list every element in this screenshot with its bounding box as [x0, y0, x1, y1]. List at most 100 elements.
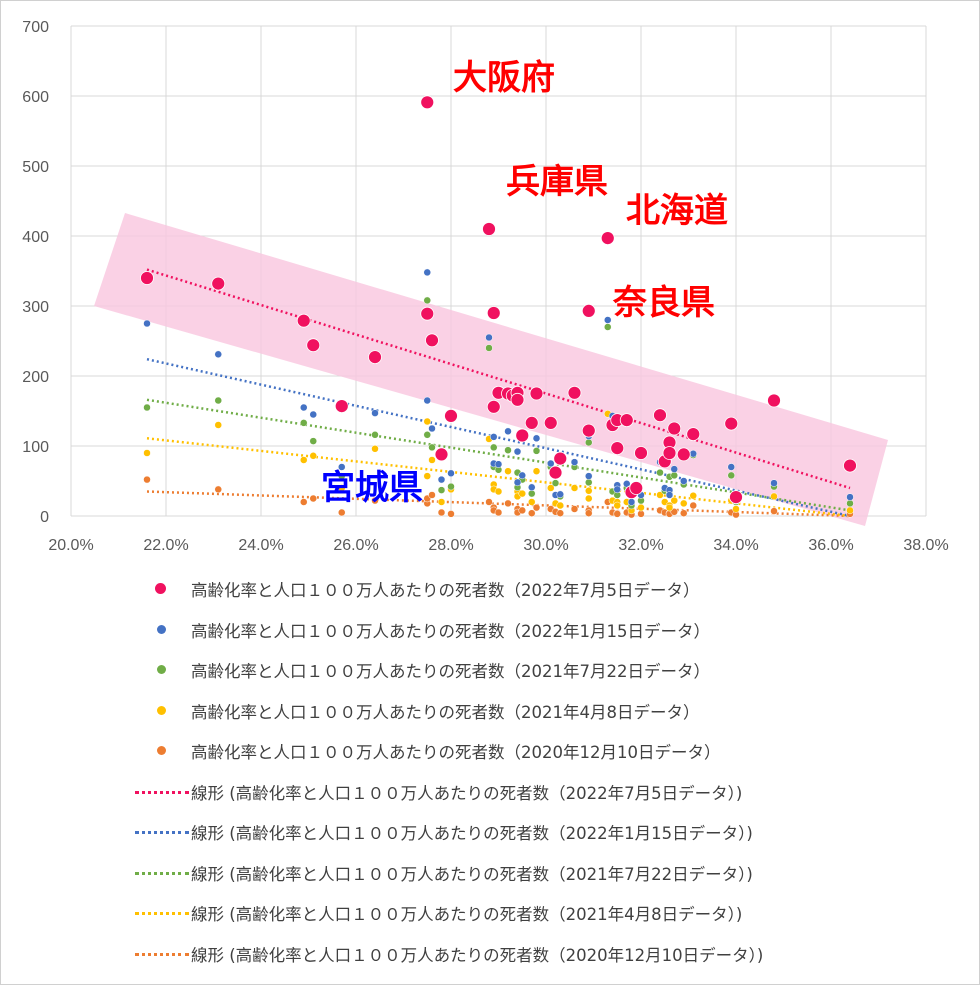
- data-point-series-1: [504, 427, 512, 436]
- data-point-series-4: [309, 494, 317, 503]
- trendline-series-2: [146, 398, 851, 512]
- data-point-series-2: [528, 489, 536, 498]
- legend-marker: [131, 579, 191, 599]
- data-point-series-4: [338, 508, 346, 517]
- y-tick-label: 300: [22, 299, 49, 316]
- data-point-series-1: [447, 469, 455, 478]
- data-point-series-0: [524, 415, 539, 430]
- data-point-series-0: [368, 350, 382, 365]
- legend-item-trend-2022-07-05: 線形 (高齢化率と人口１００万人あたりの死者数（2022年7月5日データ）): [131, 772, 931, 813]
- data-point-series-1: [494, 460, 503, 468]
- legend-item-trend-2021-04-08: 線形 (高齢化率と人口１００万人あたりの死者数（2021年4月8日データ）): [131, 893, 931, 934]
- data-point-series-0: [334, 399, 349, 414]
- data-point-series-2: [428, 443, 436, 452]
- data-point-series-1: [670, 465, 678, 473]
- data-point-series-3: [532, 467, 541, 475]
- data-point-series-2: [656, 468, 664, 477]
- y-tick-label: 600: [22, 89, 49, 106]
- data-point-series-1: [528, 483, 536, 492]
- annotation-miyagi: 宮城県: [321, 468, 423, 508]
- data-point-series-3: [585, 494, 593, 503]
- data-point-series-0: [667, 421, 682, 436]
- data-point-series-0: [653, 408, 667, 423]
- legend-label: 高齢化率と人口１００万人あたりの死者数（2021年7月22日データ）: [191, 662, 710, 682]
- data-point-series-1: [665, 491, 674, 499]
- trendline-series-1: [146, 357, 851, 518]
- data-point-series-3: [656, 491, 664, 499]
- y-tick-label: 400: [22, 229, 49, 246]
- annotations: 大阪府 兵庫県 北海道 奈良県 宮城県: [321, 58, 728, 508]
- data-point-series-1: [428, 424, 436, 433]
- data-point-series-0: [296, 313, 311, 328]
- data-point-series-0: [767, 393, 781, 408]
- data-point-series-0: [662, 446, 677, 460]
- data-point-series-1: [513, 478, 522, 487]
- data-point-series-3: [437, 498, 446, 506]
- data-point-series-2: [143, 403, 151, 412]
- legend-label: 高齢化率と人口１００万人あたりの死者数（2022年7月5日データ）: [191, 581, 700, 601]
- scatter-plot: 20.0% 22.0% 24.0% 26.0% 28.0% 30.0% 32.0% 34.0%…: [22, 19, 948, 554]
- data-point-series-3: [528, 498, 536, 506]
- data-point-series-1: [727, 463, 735, 471]
- data-point-series-3: [518, 489, 526, 498]
- y-tick-label: 700: [22, 19, 49, 36]
- legend-marker: [131, 822, 191, 842]
- legend-item-trend-2020-12-10: 線形 (高齢化率と人口１００万人あたりの死者数（2020年12月10日データ）): [131, 934, 931, 975]
- data-point-series-1: [770, 479, 778, 487]
- data-point-series-0: [515, 428, 530, 443]
- data-point-series-1: [437, 475, 446, 484]
- annotation-nara: 奈良県: [612, 283, 715, 323]
- data-point-series-1: [338, 463, 346, 471]
- data-point-series-0: [629, 481, 644, 495]
- annotation-hyogo: 兵庫県: [506, 162, 608, 202]
- data-point-series-2: [604, 323, 612, 331]
- data-point-series-0: [610, 441, 625, 456]
- legend-marker: [131, 903, 191, 923]
- data-point-series-2: [727, 471, 735, 480]
- data-point-series-2: [490, 443, 498, 452]
- data-point-series-2: [423, 431, 431, 439]
- data-point-series-4: [485, 498, 493, 506]
- data-point-series-1: [532, 434, 541, 443]
- data-point-series-0: [600, 231, 615, 246]
- legend-marker: [131, 741, 191, 761]
- legend-label: 高齢化率と人口１００万人あたりの死者数（2022年1月15日データ）: [191, 621, 710, 641]
- data-point-series-4: [680, 509, 688, 517]
- data-point-series-1: [547, 459, 555, 468]
- data-point-series-1: [556, 490, 564, 499]
- data-point-series-0: [686, 427, 701, 442]
- data-point-series-2: [551, 479, 560, 487]
- data-point-series-4: [437, 508, 446, 517]
- legend-label: 線形 (高齢化率と人口１００万人あたりの死者数（2021年4月8日データ）): [191, 905, 743, 925]
- data-point-series-0: [676, 447, 691, 462]
- highlight-band: [94, 213, 888, 526]
- data-point-series-3: [423, 417, 431, 426]
- legend-marker: [131, 863, 191, 883]
- data-point-series-0: [548, 465, 563, 480]
- data-point-series-2: [485, 344, 493, 352]
- data-point-series-4: [770, 507, 778, 515]
- x-tick-label: 28.0%: [428, 537, 473, 554]
- data-point-series-2: [447, 482, 455, 491]
- data-points: [140, 95, 857, 519]
- data-point-series-2: [504, 446, 512, 454]
- data-point-series-2: [214, 396, 222, 405]
- x-tick-label: 36.0%: [808, 537, 853, 554]
- data-point-series-0: [634, 446, 648, 460]
- data-point-series-1: [627, 498, 636, 506]
- data-point-series-0: [482, 222, 496, 236]
- y-tick-label: 100: [22, 439, 49, 456]
- data-point-series-3: [371, 445, 379, 453]
- data-point-series-1: [585, 472, 593, 480]
- data-point-series-4: [613, 510, 621, 518]
- legend-label: 高齢化率と人口１００万人あたりの死者数（2020年12月10日データ）: [191, 743, 721, 763]
- data-point-series-1: [143, 319, 151, 328]
- legend-label: 線形 (高齢化率と人口１００万人あたりの死者数（2021年7月22日データ）): [191, 864, 753, 884]
- y-tick-label: 500: [22, 159, 49, 176]
- data-point-series-2: [585, 478, 593, 487]
- data-point-series-3: [423, 472, 431, 480]
- data-point-series-0: [420, 306, 435, 321]
- data-point-series-2: [309, 437, 317, 445]
- data-point-series-3: [770, 492, 778, 501]
